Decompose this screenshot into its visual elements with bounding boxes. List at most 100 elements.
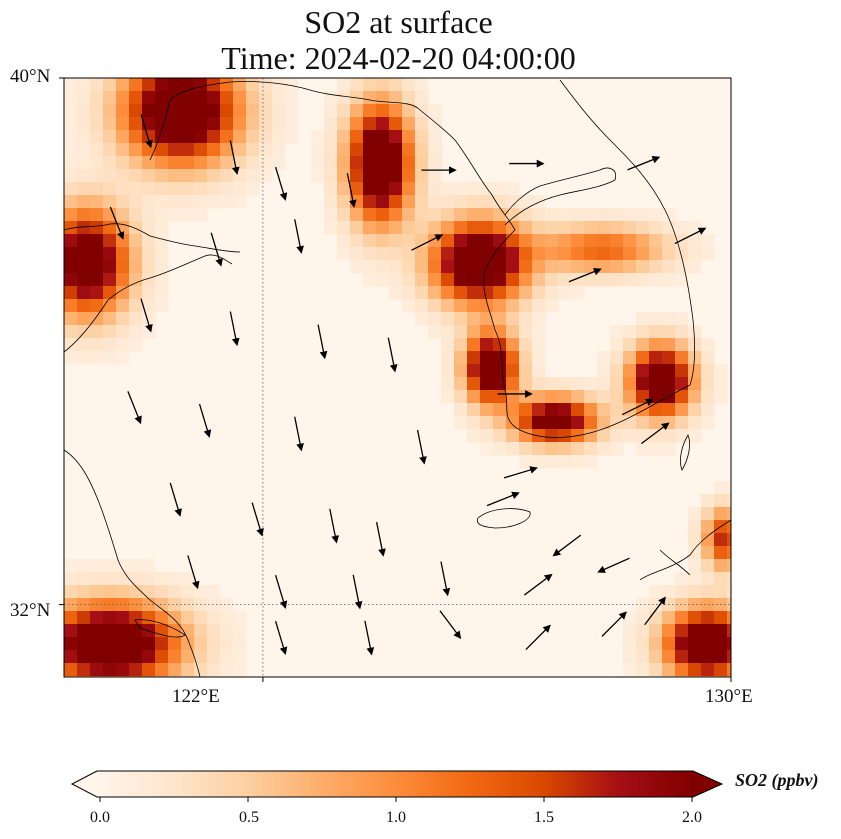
so2-cell	[610, 273, 624, 287]
so2-cell	[363, 91, 377, 105]
so2-cell	[558, 455, 572, 469]
so2-cell	[506, 377, 520, 391]
so2-cell	[155, 130, 169, 144]
so2-cell	[532, 442, 546, 456]
so2-cell	[90, 663, 104, 677]
wind-arrow	[621, 398, 654, 416]
so2-cell	[636, 273, 650, 287]
so2-cell	[454, 286, 468, 300]
so2-cell	[155, 273, 169, 287]
so2-cell	[64, 598, 78, 612]
so2-cell	[519, 234, 533, 248]
so2-cell	[389, 91, 403, 105]
wind-arrow	[440, 561, 451, 597]
so2-cell	[129, 624, 143, 638]
so2-cell	[207, 611, 221, 625]
so2-cell	[428, 117, 442, 131]
so2-cell	[636, 611, 650, 625]
so2-cell	[350, 247, 364, 261]
so2-cell	[493, 364, 507, 378]
so2-cell	[545, 286, 559, 300]
so2-cell	[220, 195, 234, 209]
so2-cell	[77, 247, 91, 261]
so2-cell	[480, 208, 494, 222]
so2-cell	[207, 156, 221, 170]
so2-cell	[545, 221, 559, 235]
so2-cell	[675, 403, 689, 417]
so2-cell	[77, 637, 91, 651]
so2-cell	[675, 325, 689, 339]
so2-cell	[389, 182, 403, 196]
so2-cell	[389, 195, 403, 209]
wind-arrow	[568, 267, 602, 283]
so2-cell	[116, 273, 130, 287]
so2-cell	[649, 416, 663, 430]
so2-cell	[662, 247, 676, 261]
so2-cell	[246, 104, 260, 118]
so2-cell	[727, 585, 731, 599]
so2-cell	[103, 598, 117, 612]
so2-cell	[688, 221, 702, 235]
so2-cell	[675, 273, 689, 287]
so2-cell	[532, 273, 546, 287]
so2-cell	[688, 559, 702, 573]
so2-cell	[649, 364, 663, 378]
so2-cell	[662, 390, 676, 404]
so2-cell	[402, 195, 416, 209]
so2-cell	[77, 169, 91, 183]
so2-cell	[103, 156, 117, 170]
so2-cell	[116, 338, 130, 352]
so2-cell	[558, 221, 572, 235]
so2-cell	[116, 611, 130, 625]
so2-cell	[103, 572, 117, 586]
so2-cell	[259, 156, 273, 170]
so2-cell	[142, 676, 156, 677]
so2-cell	[701, 416, 715, 430]
so2-cell	[389, 208, 403, 222]
so2-cell	[168, 208, 182, 222]
so2-cell	[519, 208, 533, 222]
so2-cell	[571, 403, 585, 417]
so2-cell	[168, 572, 182, 586]
so2-cell	[64, 624, 78, 638]
so2-cell	[64, 143, 78, 157]
so2-cell	[233, 182, 247, 196]
so2-cell	[558, 390, 572, 404]
coastline-korea-east	[559, 79, 696, 386]
so2-cell	[597, 429, 611, 443]
so2-cell	[259, 91, 273, 105]
so2-cell	[324, 182, 338, 196]
wind-arrow	[364, 620, 375, 656]
so2-cell	[64, 221, 78, 235]
so2-cell	[688, 598, 702, 612]
so2-cell	[350, 78, 364, 92]
so2-cell	[623, 390, 637, 404]
so2-cell	[194, 156, 208, 170]
wind-arrow	[140, 298, 153, 333]
so2-cell	[571, 260, 585, 274]
so2-cell	[389, 273, 403, 287]
so2-cell	[649, 351, 663, 365]
so2-cell	[610, 208, 624, 222]
so2-cell	[259, 143, 273, 157]
so2-cell	[701, 546, 715, 560]
so2-cell	[350, 104, 364, 118]
so2-cell	[649, 234, 663, 248]
so2-cell	[727, 611, 731, 625]
so2-cell	[467, 312, 481, 326]
so2-cell	[337, 104, 351, 118]
so2-cell	[506, 312, 520, 326]
so2-cell	[116, 624, 130, 638]
so2-cell	[597, 234, 611, 248]
so2-cell	[558, 403, 572, 417]
so2-field	[64, 78, 731, 677]
colorbar-tick-label: 0.5	[239, 809, 259, 826]
coastline-liaodong	[64, 223, 241, 353]
so2-cell	[571, 377, 585, 391]
so2-cell	[168, 585, 182, 599]
so2-cell	[168, 91, 182, 105]
so2-cell	[727, 507, 731, 521]
so2-cell	[428, 299, 442, 313]
so2-cell	[402, 234, 416, 248]
so2-cell	[90, 156, 104, 170]
